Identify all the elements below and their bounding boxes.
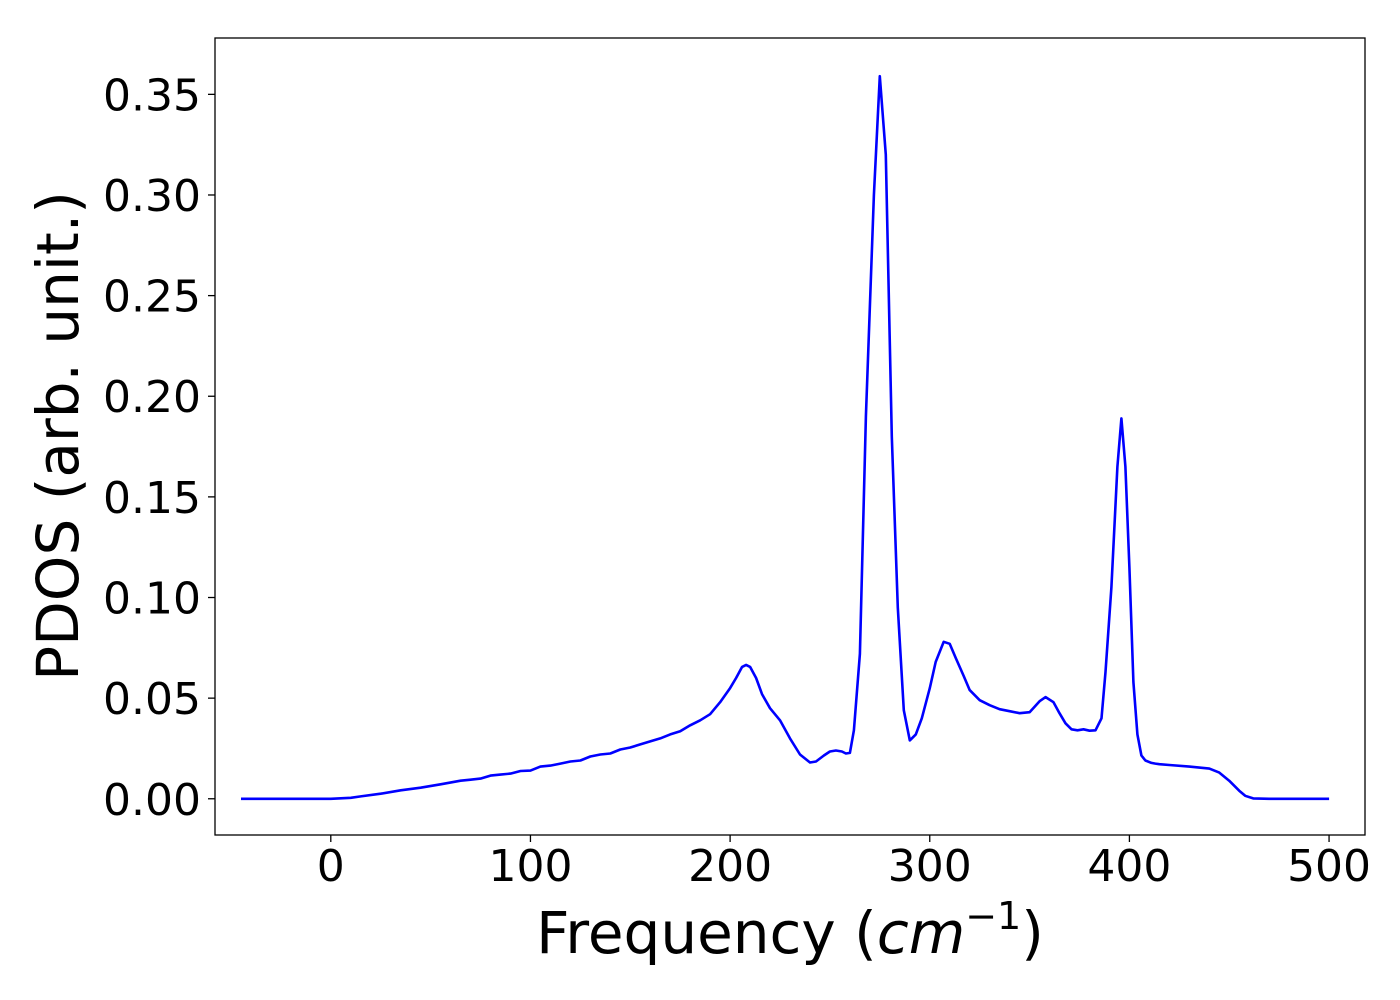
y-tick-label: 0.20	[103, 372, 201, 423]
series-group	[241, 74, 1330, 801]
plot-frame	[214, 37, 1366, 836]
x-axis-label-main: Frequency (	[536, 899, 877, 967]
x-tick-label: 300	[888, 841, 972, 892]
y-axis-label: PDOS (arb. unit.)	[24, 191, 92, 681]
x-axis-label: Frequency (cm−1)	[536, 894, 1044, 967]
x-axis-ticks: 0 100 200 300 400 500	[317, 835, 1371, 892]
y-tick-label: 0.10	[103, 574, 201, 625]
x-tick-label: 500	[1287, 841, 1371, 892]
y-tick-label: 0.25	[103, 272, 201, 323]
x-axis-label-close: )	[1021, 899, 1044, 967]
x-tick-label: 400	[1087, 841, 1171, 892]
x-tick-label: 100	[488, 841, 572, 892]
y-tick-label: 0.15	[103, 473, 201, 524]
x-axis-label-exponent: −1	[965, 894, 1021, 938]
pdos-series-line	[241, 74, 1330, 801]
x-axis-label-unit: cm	[877, 899, 965, 967]
y-tick-label: 0.00	[103, 775, 201, 826]
x-tick-label: 0	[317, 841, 345, 892]
y-tick-label: 0.30	[103, 171, 201, 222]
y-tick-label: 0.05	[103, 674, 201, 725]
y-tick-label: 0.35	[103, 70, 201, 121]
x-tick-label: 200	[688, 841, 772, 892]
y-axis-ticks: 0.00 0.05 0.10 0.15 0.20 0.25 0.30 0.35	[103, 70, 215, 826]
